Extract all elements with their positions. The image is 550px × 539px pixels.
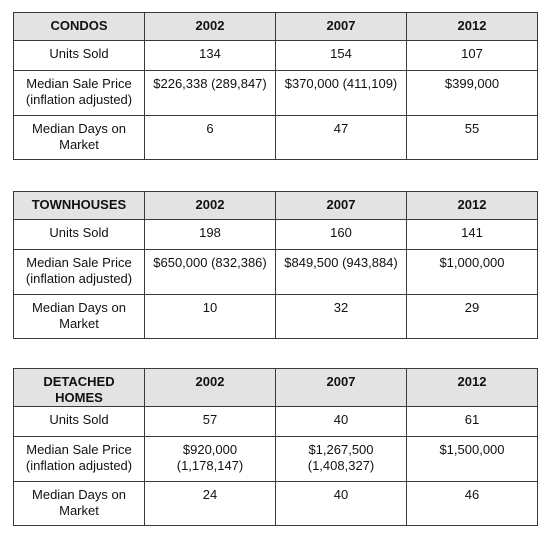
table-cell: $370,000 (411,109) xyxy=(275,70,407,116)
table-cell: $226,338 (289,847) xyxy=(144,70,276,116)
table-cell: 40 xyxy=(275,481,407,526)
table-row: Units Sold 134 154 107 xyxy=(13,40,538,71)
table-cell: $849,500 (943,884) xyxy=(275,249,407,295)
table-cell: $650,000 (832,386) xyxy=(144,249,276,295)
table-row: Median Sale Price (inflation adjusted) $… xyxy=(13,249,538,295)
year-header: 2012 xyxy=(406,368,538,407)
table-cell: 160 xyxy=(275,219,407,250)
table-cell: 57 xyxy=(144,406,276,437)
condos-table: CONDOS 2002 2007 2012 Units Sold 134 154… xyxy=(13,12,538,160)
table-cell: $1,267,500 (1,408,327) xyxy=(275,436,407,482)
table-cell: 46 xyxy=(406,481,538,526)
table-header-row: CONDOS 2002 2007 2012 xyxy=(13,12,538,41)
year-header: 2007 xyxy=(275,12,407,41)
table-cell: 61 xyxy=(406,406,538,437)
table-cell: $399,000 xyxy=(406,70,538,116)
row-label: Median Sale Price (inflation adjusted) xyxy=(13,70,145,116)
year-header: 2012 xyxy=(406,191,538,220)
table-row: Units Sold 57 40 61 xyxy=(13,406,538,437)
table-cell: 6 xyxy=(144,115,276,160)
table-cell: 40 xyxy=(275,406,407,437)
year-header: 2012 xyxy=(406,12,538,41)
table-cell: $1,500,000 xyxy=(406,436,538,482)
table-header-row: DETACHED HOMES 2002 2007 2012 xyxy=(13,368,538,407)
table-row: Units Sold 198 160 141 xyxy=(13,219,538,250)
table-header-row: TOWNHOUSES 2002 2007 2012 xyxy=(13,191,538,220)
category-header: DETACHED HOMES xyxy=(13,368,145,407)
table-cell: 10 xyxy=(144,294,276,339)
category-header: CONDOS xyxy=(13,12,145,41)
table-row: Median Days on Market 24 40 46 xyxy=(13,481,538,526)
year-header: 2007 xyxy=(275,191,407,220)
detached-homes-table: DETACHED HOMES 2002 2007 2012 Units Sold… xyxy=(13,368,538,526)
table-cell: 198 xyxy=(144,219,276,250)
table-cell: 29 xyxy=(406,294,538,339)
table-cell: $920,000 (1,178,147) xyxy=(144,436,276,482)
table-cell: 134 xyxy=(144,40,276,71)
table-row: Median Sale Price (inflation adjusted) $… xyxy=(13,436,538,482)
table-row: Median Days on Market 6 47 55 xyxy=(13,115,538,160)
row-label: Median Days on Market xyxy=(13,294,145,339)
table-row: Median Days on Market 10 32 29 xyxy=(13,294,538,339)
table-cell: 24 xyxy=(144,481,276,526)
category-header: TOWNHOUSES xyxy=(13,191,145,220)
table-cell: 55 xyxy=(406,115,538,160)
year-header: 2002 xyxy=(144,12,276,41)
row-label: Median Sale Price (inflation adjusted) xyxy=(13,436,145,482)
table-cell: $1,000,000 xyxy=(406,249,538,295)
table-cell: 107 xyxy=(406,40,538,71)
row-label: Units Sold xyxy=(13,219,145,250)
row-label: Median Sale Price (inflation adjusted) xyxy=(13,249,145,295)
year-header: 2002 xyxy=(144,191,276,220)
townhouses-table: TOWNHOUSES 2002 2007 2012 Units Sold 198… xyxy=(13,191,538,339)
row-label: Units Sold xyxy=(13,40,145,71)
table-cell: 141 xyxy=(406,219,538,250)
row-label: Median Days on Market xyxy=(13,481,145,526)
row-label: Units Sold xyxy=(13,406,145,437)
year-header: 2002 xyxy=(144,368,276,407)
table-cell: 47 xyxy=(275,115,407,160)
row-label: Median Days on Market xyxy=(13,115,145,160)
table-row: Median Sale Price (inflation adjusted) $… xyxy=(13,70,538,116)
year-header: 2007 xyxy=(275,368,407,407)
table-cell: 154 xyxy=(275,40,407,71)
table-cell: 32 xyxy=(275,294,407,339)
